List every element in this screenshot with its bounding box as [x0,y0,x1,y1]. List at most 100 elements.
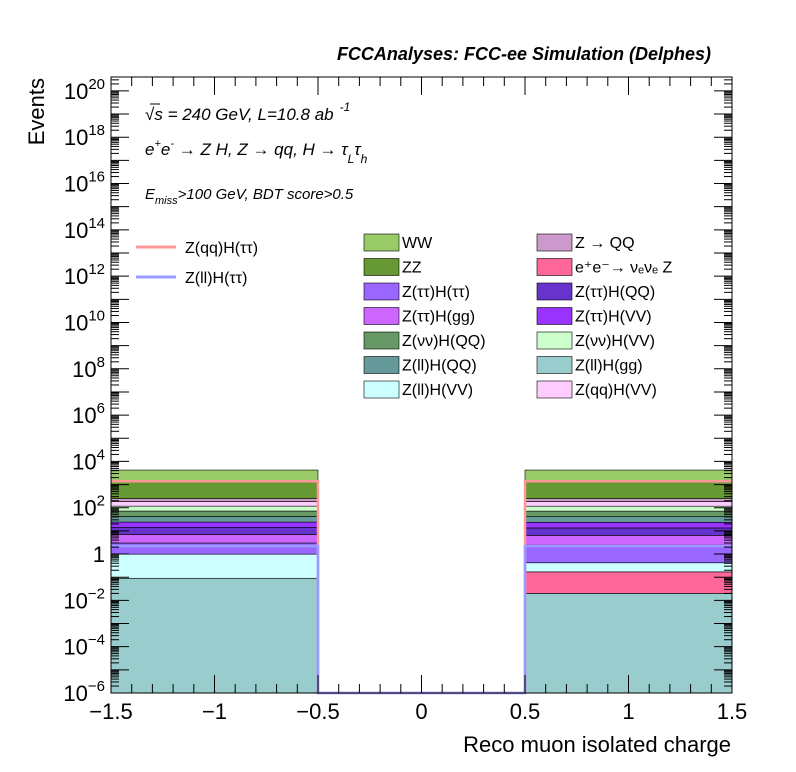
bar-z-h-vv-bin-0 [110,521,319,528]
chart-header: FCCAnalyses: FCC-ee Simulation (Delphes) [337,44,711,64]
legend-swatch-ww [363,233,400,252]
bar-z-h-bin-0 [110,542,319,555]
legend-label-z-h-vv: Z(ττ)H(VV) [575,309,652,326]
x-axis-title: Reco muon isolated charge [463,732,731,757]
annotation-cuts-miss: miss [155,195,178,207]
annotation-process-sub-l: L [348,152,355,166]
bar-z-ll-h-vv-bin-0 [110,553,319,579]
bar-z-qq-h-vv-bin-2 [524,501,733,507]
bar-z-h-qq-bin-2 [524,527,733,536]
bar-z-h-bin-2 [524,544,733,564]
legend-swatch-z-qq-h-vv [536,380,573,399]
y-tick-label: 102 [72,493,105,521]
legend-label-z-ll-h-vv: Z(ll)H(VV) [402,382,473,399]
legend-label-z-h-vv: Z(νν)H(VV) [575,333,655,350]
annotation-process-minus: - [170,138,174,150]
annotation-energy-text: = 240 GeV, L=10.8 ab [163,105,334,124]
annotation-process-tau2: τ [354,140,362,159]
legend-label-z-qq-h-vv: Z(qq)H(VV) [575,382,657,399]
legend-swatch-z-h-vv [536,307,573,325]
legend-swatch-z-h-vv [536,331,573,350]
y-tick-label: 1020 [64,76,105,104]
bar-z-qq-bin-2 [524,498,733,502]
bar-z-qq-h-vv-bin-0 [110,501,319,507]
stacked-bars-layer [110,469,733,694]
legend-swatch-z-h [363,282,400,301]
bar-z-ll-h-vv-bin-2 [524,562,733,573]
legend-label-zz: ZZ [402,260,422,277]
legend-swatch-zz [363,258,400,276]
bar-z-h-vv-bin-2 [524,505,733,512]
x-tick-label: −1.5 [89,699,132,724]
annotation-process: e+e- → Z H, Z → qq, H → τLτh [145,138,368,166]
legend-swatch-z-h-qq [536,282,573,301]
bar-ww-bin-2 [524,469,733,482]
bar-z-h-qq-bin-0 [110,527,319,535]
legend-swatch-z-ll-h-vv [363,380,400,399]
x-tick-label: −0.5 [296,699,339,724]
legend-label-z-ll-h: Z(ll)H(ττ) [185,270,247,287]
bar-z-h-gg-bin-2 [524,535,733,546]
x-tick-label: 0 [415,699,427,724]
legend-label-z-h-qq: Z(νν)H(QQ) [402,333,486,350]
annotation-process-e2: e [161,140,170,159]
y-tick-label: 1012 [64,261,105,289]
x-tick-label: 1 [622,699,634,724]
annotation-process-plus: + [154,138,161,150]
y-tick-label: 104 [72,446,105,474]
bar-e-e-e-e-z-bin-2 [524,571,733,594]
annotation-cuts-text: >100 GeV, BDT score>0.5 [178,186,354,203]
y-tick-label: 10−4 [63,632,105,660]
y-tick-label: 10−6 [63,678,105,706]
x-tick-label: −1 [202,699,227,724]
y-tick-label: 1 [93,542,105,567]
y-tick-label: 1016 [64,169,105,197]
legend-swatch-z-qq [536,233,573,252]
legend-swatch-z-ll-h-gg [536,356,573,374]
legend-label-z-h-qq: Z(ττ)H(QQ) [575,284,655,301]
bar-zz-bin-2 [524,480,733,499]
legend-label-ww: WW [402,235,433,252]
annotation-process-text: → Z H, Z → qq, H → τ [174,140,349,159]
legend-label-z-ll-h-qq: Z(ll)H(QQ) [402,358,477,375]
legend-label-z-h: Z(ττ)H(ττ) [402,284,470,301]
bar-z-h-vv-bin-2 [524,522,733,529]
annotation-process-e1: e [145,140,154,159]
bar-z-h-qq-bin-0 [110,510,319,517]
legend-swatch-e-e-e-e-z [536,258,573,276]
y-tick-label: 106 [72,400,105,428]
bar-z-qq-bin-0 [110,498,319,502]
legend-label-z-qq: Z → QQ [575,235,635,252]
bar-z-ll-h-gg-bin-0 [110,577,319,694]
bar-z-h-vv-bin-0 [110,505,319,512]
y-tick-label: 1018 [64,122,105,150]
legend-label-z-qq-h: Z(qq)H(ττ) [185,240,258,257]
bar-z-ll-h-qq-bin-2 [524,516,733,523]
y-tick-label: 1014 [64,215,105,243]
bar-ww-bin-0 [110,469,319,482]
legend-label-z-h-gg: Z(ττ)H(gg) [402,309,475,326]
x-tick-label: 1.5 [717,699,748,724]
annotation-energy-lumi: √s = 240 GeV, L=10.8 ab -1 [145,100,350,124]
annotation-cuts-e: E [145,186,156,203]
bar-z-h-qq-bin-2 [524,510,733,517]
legend-label-e-e-e-e-z: e⁺e⁻→ νₑνₑ Z [575,260,672,277]
annotation-cuts: Emiss>100 GeV, BDT score>0.5 [145,186,354,207]
ticks-layer: −1.5 −1 −0.5 0 0.5 1 1.5 10−6 10−4 10−2 1 102 104 106… [63,76,747,724]
legend-swatch-z-ll-h-qq [363,356,400,374]
y-tick-label: 10−2 [63,585,105,613]
y-tick-label: 1010 [64,307,105,335]
legend-swatch-z-h-gg [363,307,400,325]
bar-z-h-gg-bin-0 [110,534,319,544]
y-axis-title: Events [24,78,49,145]
y-tick-label: 108 [72,354,105,382]
annotation-lumi-exponent: -1 [340,100,351,114]
legend: Z(qq)H(ττ) Z(ll)H(ττ) WW ZZ Z(ττ)H(ττ) Z(ττ)H… [136,233,672,399]
annotation-sqrt-s: √s [145,105,163,124]
legend-swatch-z-h-qq [363,331,400,350]
bar-z-ll-h-qq-bin-0 [110,516,319,523]
legend-label-z-ll-h-gg: Z(ll)H(gg) [575,358,643,375]
annotation-process-sub-h: h [361,152,368,166]
x-tick-label: 0.5 [510,699,541,724]
